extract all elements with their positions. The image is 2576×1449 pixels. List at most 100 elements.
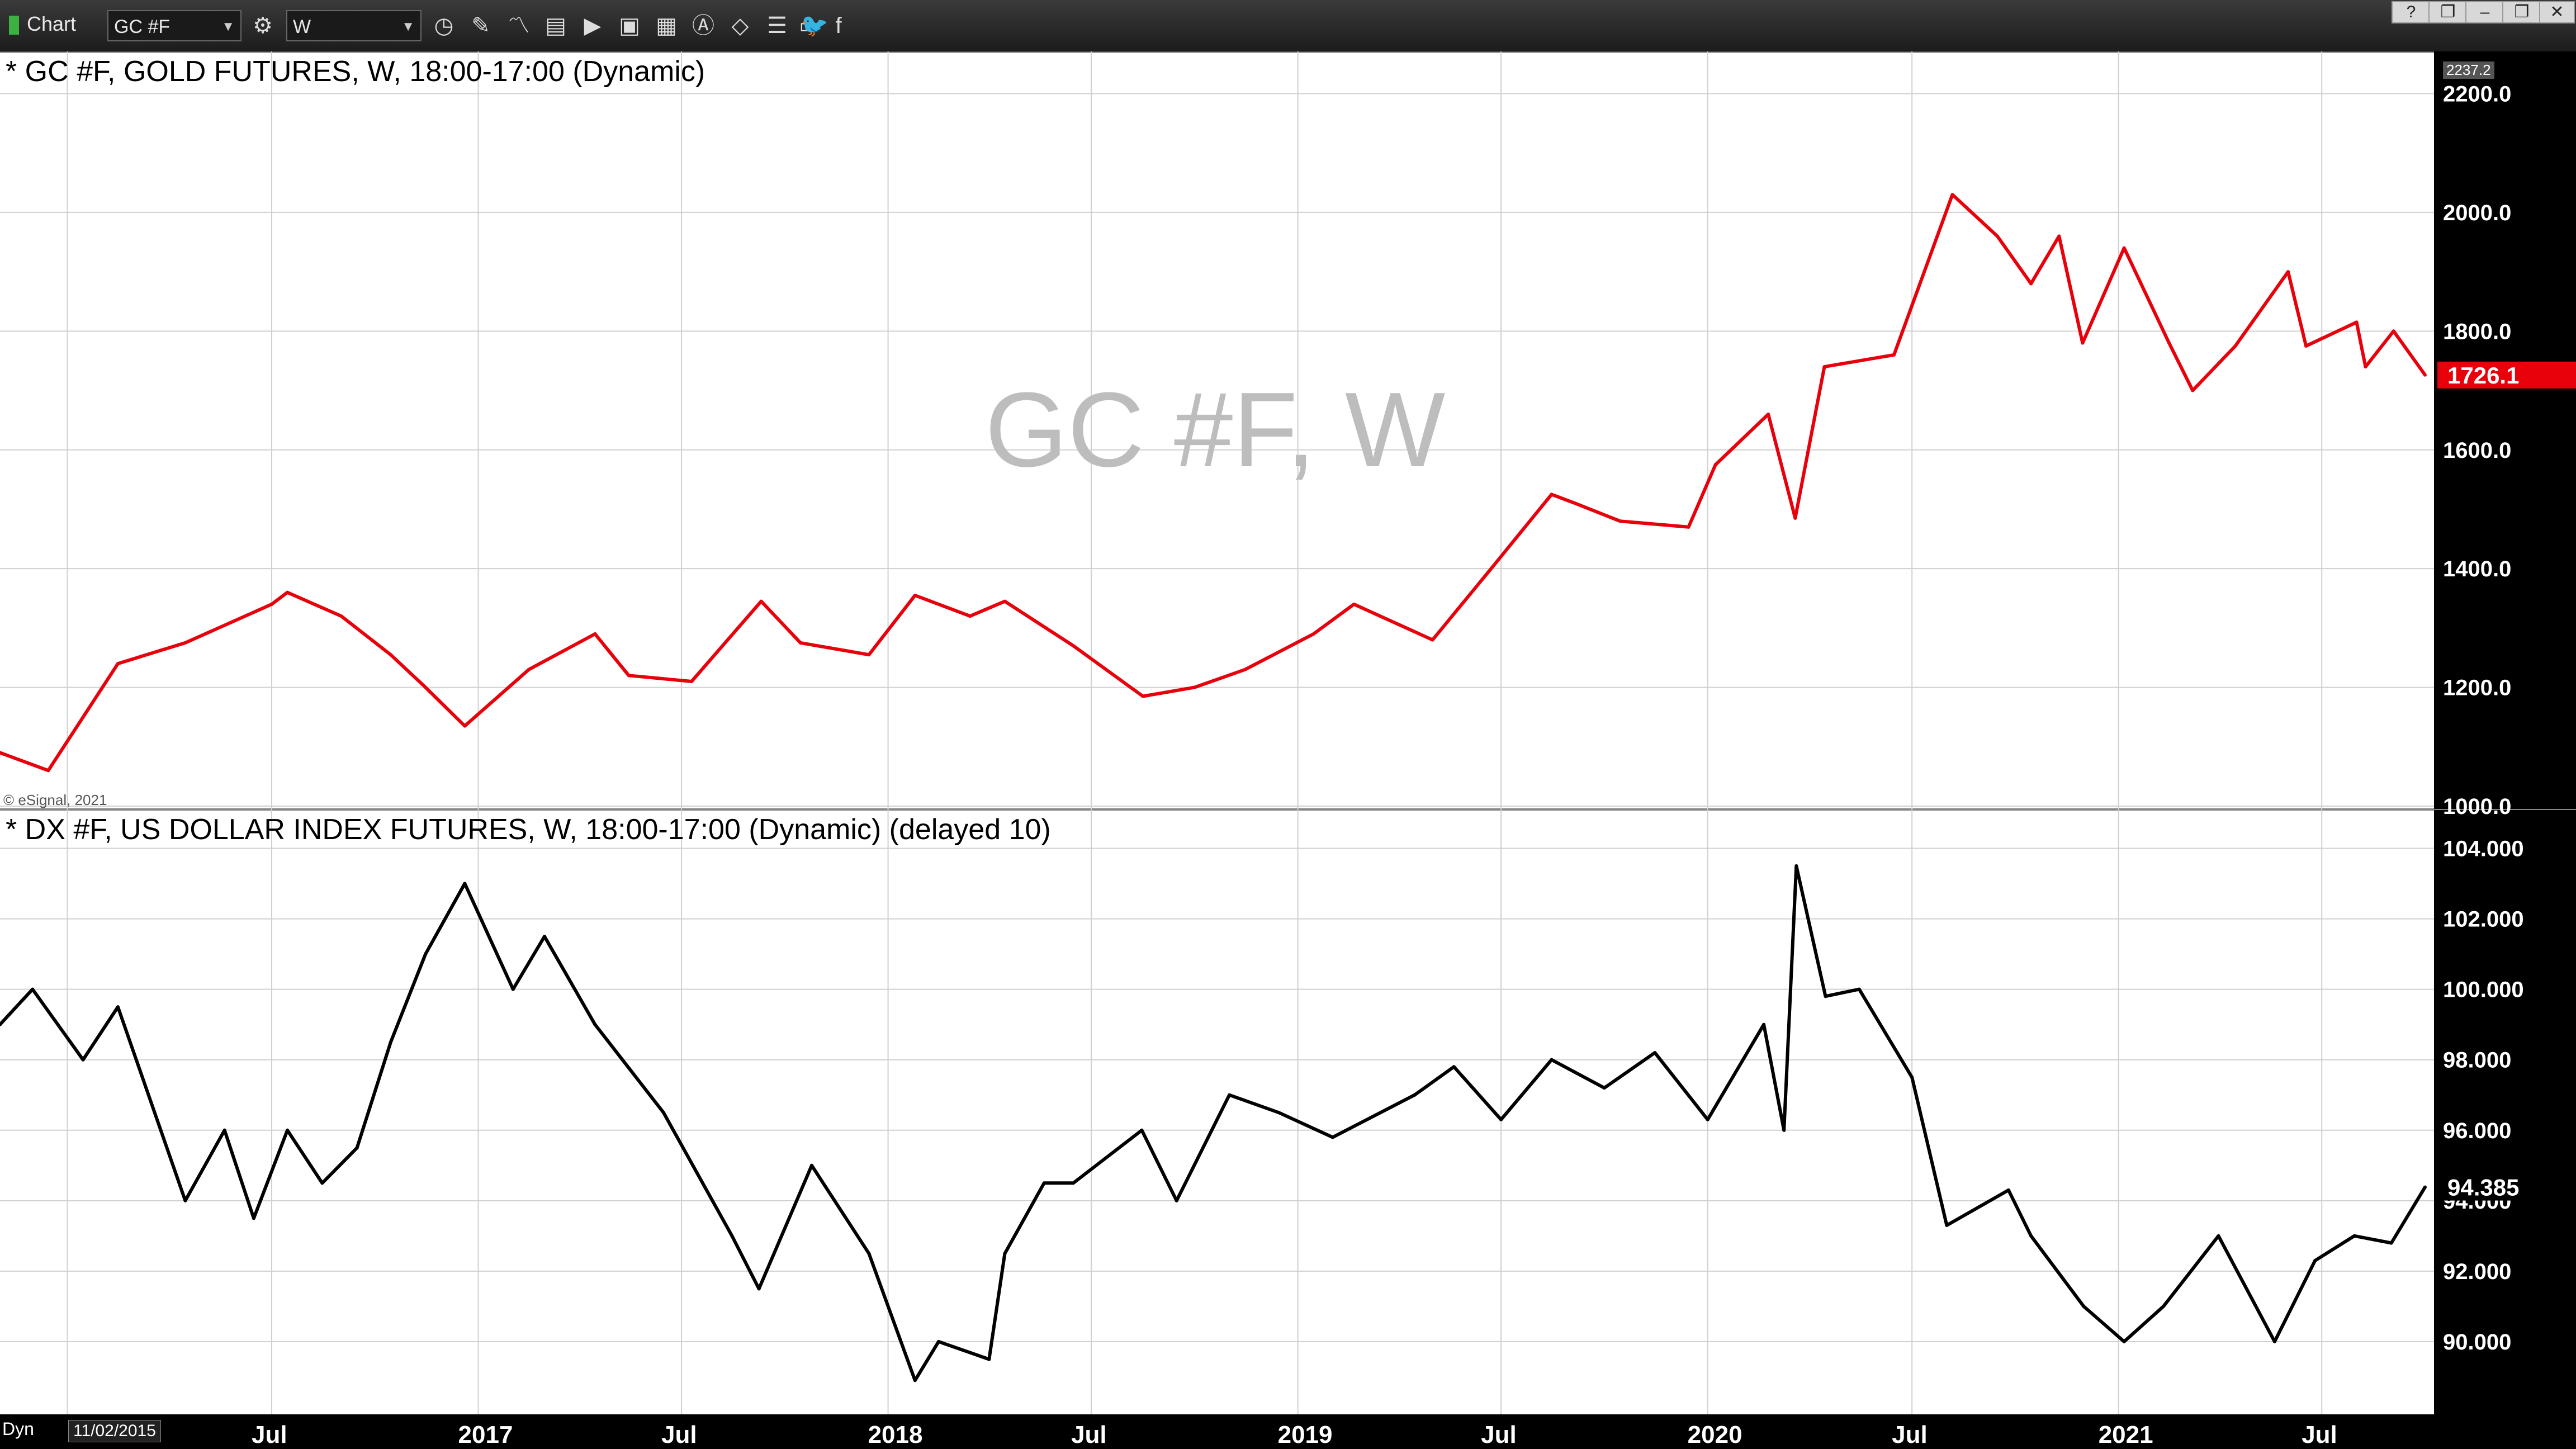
- gold-series-line-point: [1573, 501, 1577, 505]
- minimize-button[interactable]: –: [2465, 1, 2504, 23]
- gold-series-line-point: [2167, 341, 2171, 345]
- analyze-icon[interactable]: Ⓐ: [692, 13, 714, 38]
- gold-series-line-point: [627, 674, 631, 678]
- gold-series-line-point: [1072, 644, 1075, 648]
- window-title: Chart: [27, 12, 77, 35]
- restore-small-button[interactable]: ❐: [2428, 1, 2468, 23]
- dollar-series-line-point: [424, 952, 428, 956]
- dollar-tick-label: 90.000: [2443, 1330, 2511, 1355]
- symbol-input[interactable]: GC #F ▼: [107, 10, 242, 41]
- dollar-series-line-point: [2272, 1339, 2276, 1343]
- dollar-series-line-point: [1794, 864, 1798, 868]
- dollar-series-line-point: [1782, 1128, 1786, 1132]
- dollar-series-line-point: [1003, 1252, 1007, 1256]
- dollar-series-line-point: [222, 1128, 226, 1132]
- x-tick-jul-2018: Jul: [1071, 1421, 1107, 1448]
- settings-icon[interactable]: ⚙: [253, 13, 273, 38]
- gold-series-line-point: [286, 590, 290, 594]
- facebook-icon[interactable]: f: [835, 13, 842, 38]
- gold-series-line-point: [968, 614, 972, 618]
- play-icon[interactable]: ▶: [584, 13, 602, 38]
- gold-series-line-point: [1618, 519, 1622, 523]
- dollar-series-line-point: [1452, 1065, 1456, 1069]
- dollar-series-line-point: [1175, 1199, 1178, 1202]
- x-tick-2017: 2017: [458, 1421, 513, 1448]
- gold-series-line-point: [1243, 667, 1247, 671]
- x-tick-jul-2020: Jul: [1892, 1421, 1928, 1448]
- gold-series-line-point: [1767, 413, 1770, 416]
- dollar-series-line-point: [1413, 1093, 1417, 1097]
- dollar-series-line-point: [1550, 1058, 1554, 1062]
- dollar-tick-label: 92.000: [2443, 1259, 2511, 1284]
- line-chart-icon[interactable]: 〽: [508, 13, 530, 38]
- interval-input[interactable]: W ▼: [286, 10, 422, 41]
- chart-area[interactable]: 2200.0 2000.0 1800.0 1600.0 1400.0 1200.0 1000…: [0, 51, 2576, 1414]
- gold-tick-label: 1000.0: [2443, 794, 2511, 819]
- dollar-series-line-point: [1277, 1111, 1281, 1115]
- gold-series-line-point: [1793, 516, 1797, 520]
- dollar-series-line: [0, 864, 2427, 1382]
- gold-last-price-tag: [2437, 361, 2576, 389]
- gold-series-line-point: [183, 641, 187, 645]
- gold-series-line-point: [593, 632, 597, 636]
- list-icon[interactable]: ☰: [767, 13, 787, 38]
- gold-series-line-point: [2286, 270, 2290, 274]
- dollar-series-line-point: [183, 1199, 187, 1202]
- pencil-icon[interactable]: ✎: [471, 13, 490, 38]
- dollar-series-line-point: [810, 1163, 813, 1167]
- gold-series-line-point: [1687, 525, 1690, 529]
- gold-series-line-point: [867, 653, 871, 657]
- dollar-series-line-point: [389, 1040, 392, 1044]
- gold-series-line-point: [46, 769, 50, 773]
- dollar-series-line-point: [1910, 1076, 1914, 1079]
- dollar-series-line-point: [593, 1022, 597, 1026]
- gold-series-line-point: [2364, 365, 2367, 369]
- chat-icon[interactable]: ▭: [799, 13, 820, 38]
- time-axis[interactable]: Dyn 11/02/2015 Jul 2017 Jul 2018 Jul 2019 Jul 2…: [0, 1414, 2576, 1449]
- gold-series-line-point: [1311, 632, 1315, 636]
- news-icon[interactable]: ▦: [656, 13, 677, 38]
- gold-top-value-tag: 2237.2: [2443, 61, 2494, 79]
- dollar-tick-label: 102.000: [2443, 907, 2524, 932]
- dollar-series-line-point: [2313, 1259, 2317, 1262]
- tag-icon[interactable]: ◇: [731, 13, 749, 38]
- dollar-series-line-point: [730, 1234, 734, 1238]
- dollar-series-line-point: [320, 1181, 324, 1185]
- quote-icon[interactable]: ▤: [545, 13, 566, 38]
- chevron-down-icon[interactable]: ▼: [221, 19, 235, 34]
- x-tick-2021: 2021: [2098, 1421, 2153, 1448]
- dollar-series-line-point: [2006, 1188, 2010, 1192]
- dollar-series-line-point: [81, 1058, 85, 1062]
- gold-series-line-point: [2355, 320, 2359, 324]
- chevron-down-icon[interactable]: ▼: [401, 19, 415, 34]
- start-date[interactable]: 11/02/2015: [68, 1420, 161, 1442]
- chart-watermark: GC #F, W: [985, 371, 1446, 489]
- gold-series-line-point: [913, 594, 917, 597]
- dynamic-label: Dyn: [2, 1419, 34, 1439]
- chart-canvas[interactable]: 2200.0 2000.0 1800.0 1600.0 1400.0 1200.0 1000…: [0, 51, 2576, 1414]
- help-button[interactable]: ?: [2392, 1, 2431, 23]
- gold-series-line-point: [2057, 234, 2061, 238]
- gold-series-line-point: [1003, 599, 1007, 603]
- time-sales-icon[interactable]: ▣: [619, 13, 640, 38]
- dollar-series-line-point: [1945, 1223, 1949, 1227]
- close-button[interactable]: ✕: [2539, 1, 2575, 23]
- gold-series-line-point: [0, 751, 2, 755]
- gold-tick-label: 1800.0: [2443, 319, 2511, 344]
- clock-icon[interactable]: ◷: [434, 13, 454, 38]
- dollar-series-line-point: [987, 1357, 991, 1361]
- dollar-series-line-point: [2389, 1241, 2393, 1245]
- x-tick-jul-2016: Jul: [252, 1421, 287, 1448]
- dollar-tick-label: 104.000: [2443, 837, 2524, 861]
- x-tick-2019: 2019: [1277, 1421, 1333, 1448]
- dollar-series-line-point: [2029, 1234, 2033, 1238]
- maximize-button[interactable]: ❐: [2502, 1, 2541, 23]
- dollar-series-line-point: [757, 1287, 761, 1291]
- interval-value: W: [293, 16, 311, 37]
- gold-series-line-point: [2191, 389, 2195, 392]
- gold-series-line-point: [2122, 246, 2126, 250]
- dollar-series-line-point: [1653, 1051, 1657, 1055]
- twitter-icon[interactable]: 🐦: [801, 13, 828, 38]
- x-tick-jul-2017: Jul: [661, 1421, 697, 1448]
- gold-series-line-point: [1892, 353, 1896, 357]
